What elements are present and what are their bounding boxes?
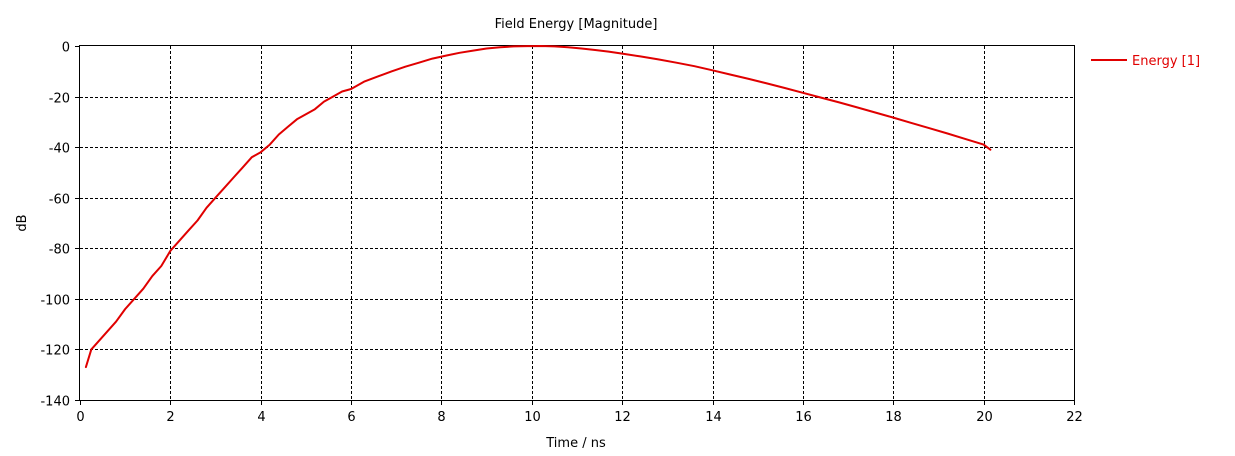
x-tick-label: 2 [166,410,174,425]
x-tick-label: 0 [76,410,84,425]
y-axis-label: dB [15,214,30,231]
legend: Energy [1] [1091,54,1200,69]
y-tick-label: -100 [40,294,70,309]
x-tick-label: 12 [614,410,631,425]
x-tick-label: 18 [885,410,902,425]
y-tick-label: -120 [40,344,70,359]
y-tick-label: -20 [49,92,70,107]
x-tick-label: 14 [705,410,722,425]
y-tick-label: -140 [40,395,70,410]
grid [80,46,1074,400]
x-tick-label: 10 [524,410,541,425]
legend-label: Energy [1] [1132,54,1200,69]
series-layer [84,45,992,369]
y-tick-label: -60 [49,193,70,208]
y-tick-label: -80 [49,243,70,258]
y-tick-label: -40 [49,142,70,157]
x-tick-label: 8 [437,410,445,425]
x-tick-label: 16 [795,410,812,425]
chart-title: Field Energy [Magnitude] [495,17,658,32]
x-tick-label: 6 [347,410,355,425]
plot-area-frame [79,45,1075,401]
x-tick-label: 22 [1066,410,1083,425]
series-line-energy [84,45,992,369]
x-tick-label: 4 [257,410,265,425]
x-tick-label: 20 [976,410,993,425]
x-axis-label: Time / ns [545,436,606,451]
y-tick-label: 0 [62,41,70,56]
axis-ticks: 0 2 4 6 8 10 12 14 16 18 20 22 0 -20 -40 -60 -80 -100 -120… [40,41,1082,426]
